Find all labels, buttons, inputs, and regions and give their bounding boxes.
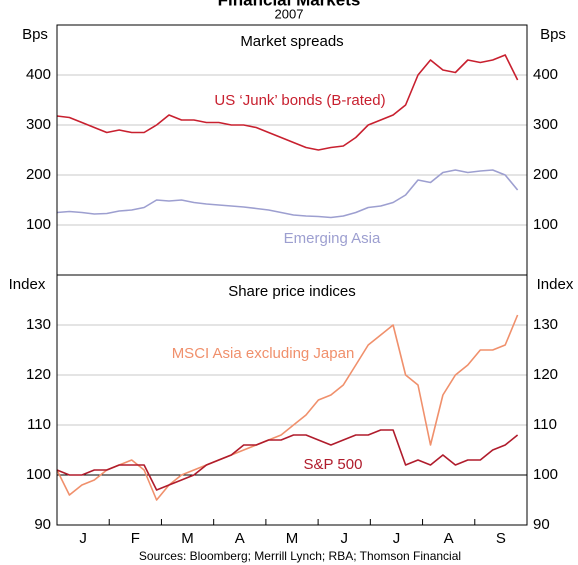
y-tick-label-right: 100 [533, 216, 558, 233]
y-axis-label: Bps [22, 26, 48, 43]
y-tick-label-right: 90 [533, 516, 550, 533]
source: Sources: Bloomberg; Merrill Lynch; RBA; … [139, 549, 461, 563]
y-tick-label: 110 [27, 416, 51, 433]
x-tick-label: A [235, 530, 245, 547]
x-tick-label: M [286, 530, 299, 547]
series-line [56, 169, 519, 219]
series-line [56, 314, 519, 501]
y-tick-label: 100 [26, 466, 51, 483]
y-axis-label: Index [9, 276, 46, 293]
series-line [56, 54, 519, 151]
x-tick-label: J [79, 530, 87, 547]
y-tick-label-right: 120 [533, 366, 558, 383]
x-tick-label: M [181, 530, 194, 547]
y-tick-label: 300 [26, 116, 51, 133]
x-tick-label: J [393, 530, 401, 547]
y-tick-label: 100 [26, 216, 51, 233]
y-tick-label-right: 300 [533, 116, 558, 133]
series-label: US ‘Junk’ bonds (B-rated) [214, 92, 385, 109]
y-tick-label-right: 400 [533, 66, 558, 83]
y-tick-label-right: 100 [533, 466, 558, 483]
series-label: MSCI Asia excluding Japan [172, 345, 355, 362]
y-tick-label: 90 [34, 516, 51, 533]
y-tick-label: 400 [26, 66, 51, 83]
y-tick-label: 120 [26, 366, 51, 383]
x-tick-label: A [444, 530, 454, 547]
panel-frame [56, 274, 528, 526]
y-tick-label: 200 [26, 166, 51, 183]
y-tick-label-right: 130 [533, 316, 558, 333]
x-tick-label: J [340, 530, 348, 547]
y-tick-label-right: 200 [533, 166, 558, 183]
panel-title: Market spreads [240, 33, 343, 50]
series-label: Emerging Asia [284, 230, 381, 247]
series-line [56, 429, 519, 491]
y-tick-label: 130 [26, 316, 51, 333]
y-axis-label-right: Bps [540, 26, 566, 43]
series-label: S&P 500 [304, 456, 363, 473]
chart-subtitle: 2007 [275, 6, 304, 21]
y-axis-label-right: Index [537, 276, 574, 293]
x-tick-label: S [496, 530, 506, 547]
x-tick-label: F [131, 530, 140, 547]
y-tick-label-right: 110 [533, 416, 557, 433]
panel-title: Share price indices [228, 283, 356, 300]
